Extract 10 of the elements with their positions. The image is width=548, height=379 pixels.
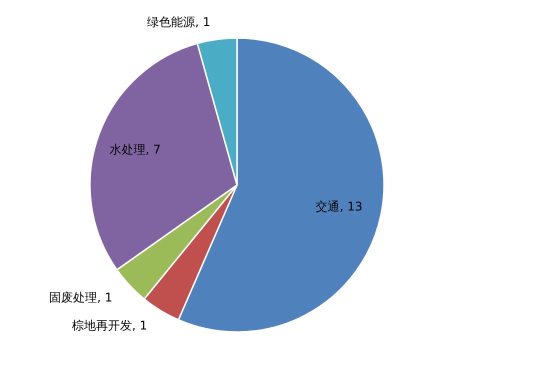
slice-label: 绿色能源 xyxy=(147,14,196,29)
slice-label: 水处理 xyxy=(110,142,146,157)
data-label: , 1 xyxy=(97,290,112,304)
data-label: , 7 xyxy=(146,142,161,157)
slice-label: 棕地再开发 xyxy=(72,318,132,333)
data-label: , 13 xyxy=(340,200,363,214)
data-label: , 1 xyxy=(132,318,148,333)
slice-label: 交通 xyxy=(316,200,340,214)
data-label: , 1 xyxy=(195,14,210,29)
slice-label: 固废处理 xyxy=(49,290,98,304)
